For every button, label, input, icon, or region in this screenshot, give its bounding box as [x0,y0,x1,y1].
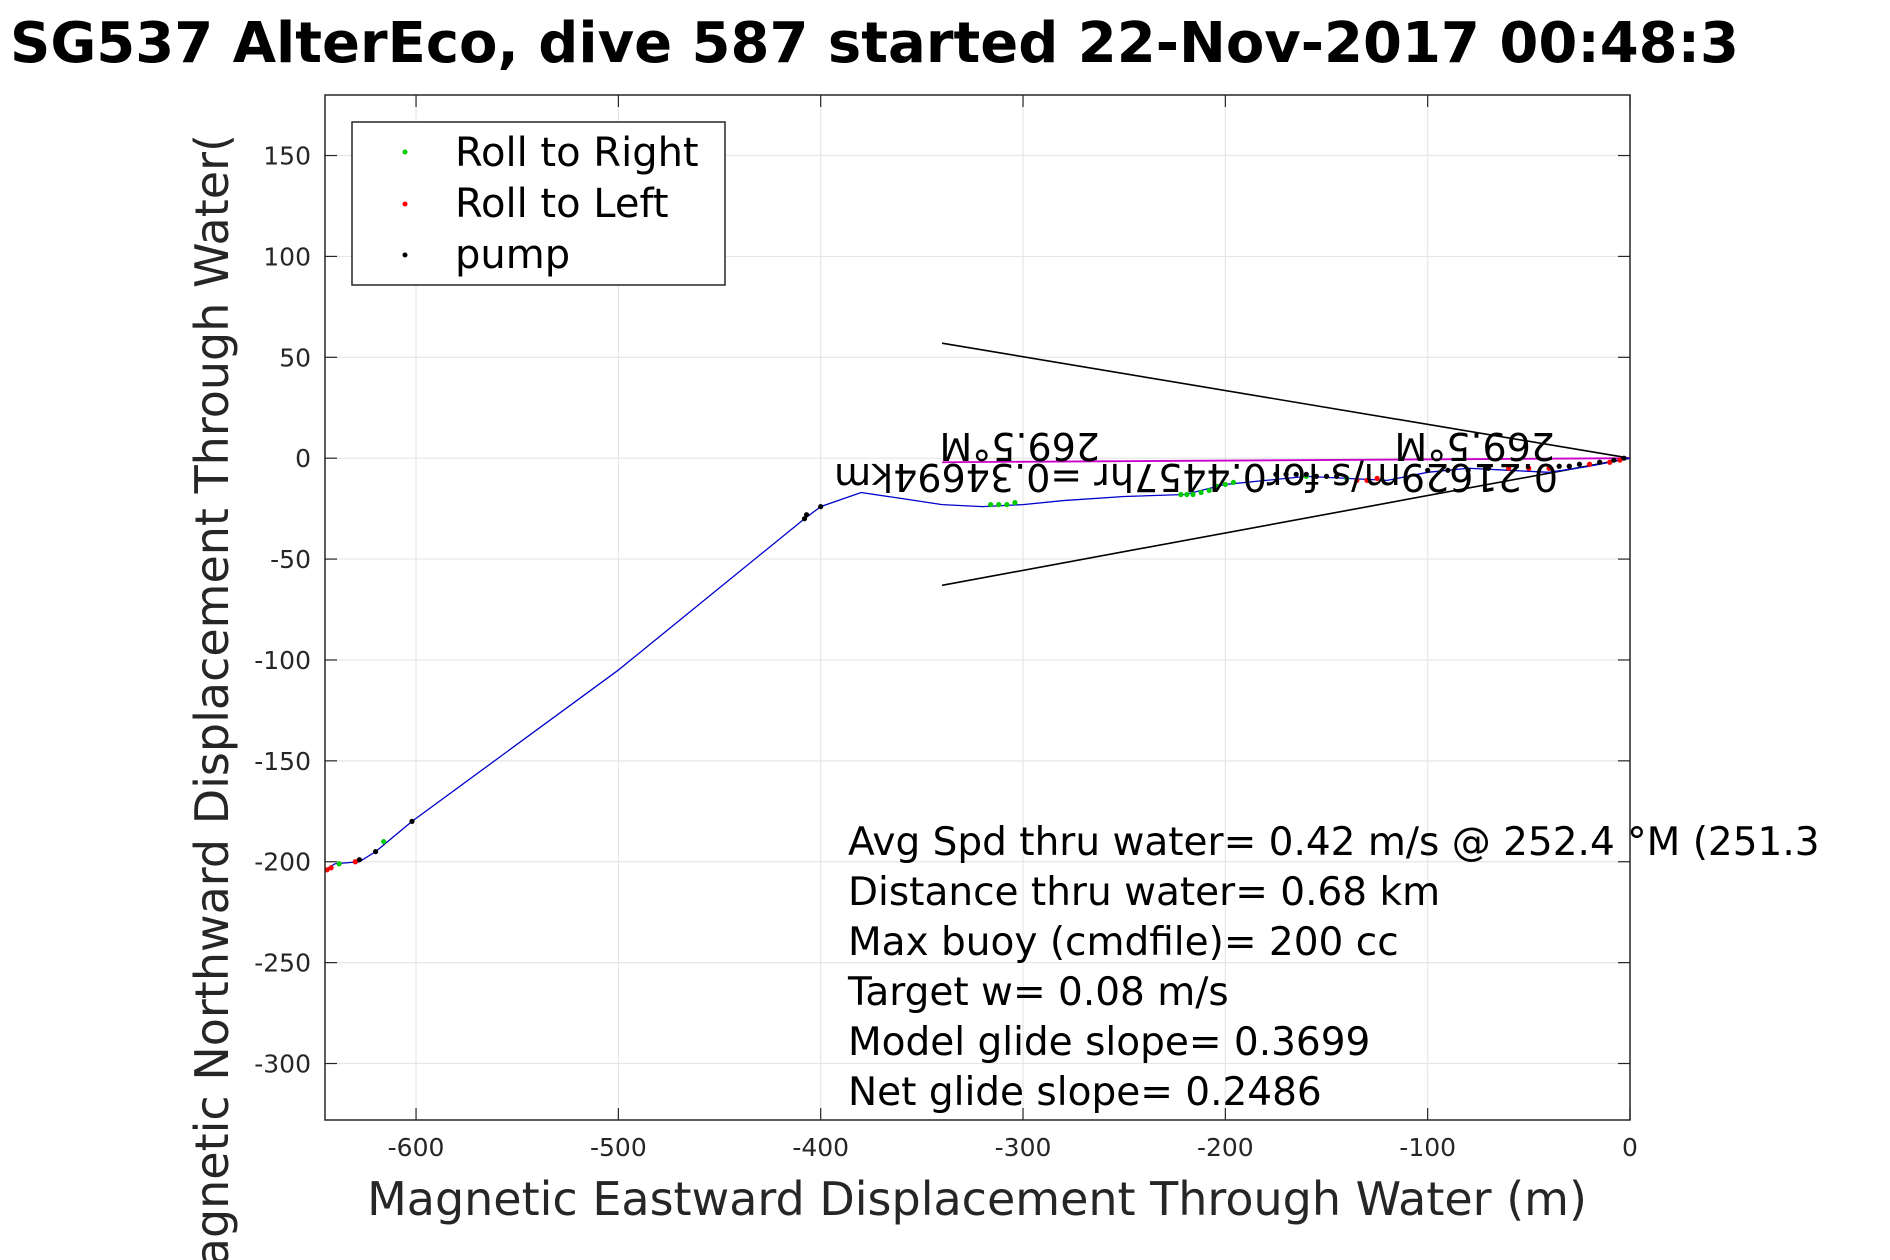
point-roll-to-right [1004,501,1010,508]
y-tick-label: 100 [263,242,311,271]
point-roll-to-right [1184,491,1190,498]
point-roll-to-left [1617,457,1623,463]
point-roll-to-right [1178,491,1184,498]
point-roll-to-left [1526,465,1532,471]
current-line [942,457,1631,464]
point-pump [1323,473,1330,479]
point-roll-to-left [1586,461,1593,467]
info-max-buoy: Max buoy (cmdfile)= 200 cc [848,920,1399,965]
point-pump [1293,471,1299,477]
x-tick-label: 0 [1622,1133,1638,1162]
y-tick-label: 150 [263,142,311,171]
point-pump [803,512,810,518]
x-tick-label: -100 [1399,1133,1456,1162]
legend-label-roll-left: Roll to Left [455,181,669,227]
y-tick-label: 50 [279,343,311,372]
track-polyline [324,457,1631,871]
point-roll-to-left [1364,477,1370,483]
point-pump [1597,459,1603,465]
point-pump [1621,455,1627,461]
flipped-annotations: 269.5°M 269.5°M 0.21629m/s for0.4457hr =… [834,424,1558,499]
legend-marker-roll-left [402,201,408,207]
point-pump [372,849,379,855]
point-pump [1485,465,1491,471]
tick-labels: -600 -500 -400 -300 -200 -100 0 150 100 50 0 -50 -10… [254,142,1638,1162]
point-roll-to-left [1546,465,1552,471]
heading-annotation-1: 269.5°M [939,424,1100,468]
point-pump [818,504,824,510]
info-avg-speed: Avg Spd thru water= 0.42 m/s @ 252.4 °M … [848,820,1820,865]
point-pump [1576,461,1583,467]
point-pump [1334,473,1340,479]
info-net-glide: Net glide slope= 0.2486 [848,1070,1322,1115]
point-roll-to-left [352,859,358,865]
legend-label-roll-right: Roll to Right [455,130,699,176]
track-line [324,457,1631,871]
x-tick-label: -600 [388,1133,445,1162]
point-roll-to-right [1222,481,1228,488]
data-points [324,455,1627,873]
point-pump [1465,467,1471,473]
point-roll-to-right [381,838,387,845]
point-pump [1425,467,1431,473]
point-pump [801,516,808,522]
plot-frame [324,94,1631,1121]
point-roll-to-right [336,861,342,867]
legend-marker-pump [402,252,408,258]
legend-marker-roll-right [402,149,408,155]
x-tick-label: -400 [792,1133,849,1162]
y-tick-label: -50 [270,545,311,574]
heading-annotation-2: 269.5°M [1394,424,1555,468]
point-pump [1556,463,1562,469]
point-pump [1445,467,1451,473]
x-tick-label: -300 [995,1133,1052,1162]
info-model-glide: Model glide slope= 0.3699 [848,1020,1370,1065]
x-tick-label: -200 [1197,1133,1254,1162]
info-distance: Distance thru water= 0.68 km [848,870,1440,915]
dive-statistics: Avg Spd thru water= 0.42 m/s @ 252.4 °M … [847,820,1820,1115]
point-pump [1303,471,1309,477]
info-target-w: Target w= 0.08 m/s [847,970,1229,1015]
point-roll-to-right [988,501,994,508]
y-tick-label: -300 [254,1050,311,1079]
point-roll-to-right [996,501,1002,508]
point-pump [1611,457,1617,463]
point-roll-to-right [1206,487,1212,494]
point-roll-to-right [1198,489,1204,496]
point-roll-to-left [1354,477,1360,483]
x-axis-label: Magnetic Eastward Displacement Through W… [367,1172,1587,1226]
legend-label-pump: pump [455,232,570,278]
point-roll-to-left [1374,475,1380,481]
y-tick-label: -100 [254,646,311,675]
point-pump [1566,463,1572,469]
point-pump [356,857,362,863]
legend-box [351,121,726,286]
y-tick-label: 0 [295,444,311,473]
point-roll-to-left [1607,459,1613,465]
x-tick-label: -500 [590,1133,647,1162]
point-pump [409,818,415,824]
point-roll-to-right [1214,483,1220,490]
point-roll-to-left [1506,465,1512,471]
y-tick-label: -250 [254,949,311,978]
point-pump [1313,473,1319,479]
point-roll-to-right [1012,499,1018,506]
y-tick-label: -150 [254,747,311,776]
current-polyline [942,457,1631,464]
point-roll-to-right [1230,479,1237,486]
y-axis-label: Magnetic Northward Displacement Through … [185,134,239,1260]
point-roll-to-right [1190,491,1196,498]
current-annotation: 0.21629m/s for0.4457hr =0.34694km [834,455,1558,499]
point-roll-to-right [1344,475,1350,481]
point-roll-to-left [328,865,334,871]
chart-title: SG537 AlterEco, dive 587 started 22-Nov-… [10,11,1739,76]
legend: Roll to Right Roll to Left pump [351,121,726,286]
point-pump [1283,471,1289,477]
point-pump [1273,471,1279,477]
y-tick-label: -200 [254,848,311,877]
